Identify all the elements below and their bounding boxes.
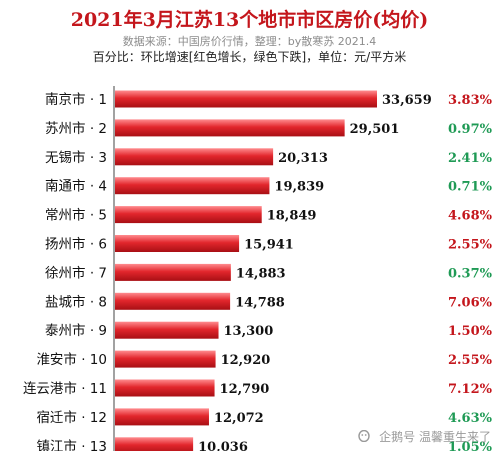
watermark: 企鹅号 温馨重生来了 [357,428,491,445]
value-label: 19,839 [274,180,324,195]
bar [115,235,240,252]
pct-label: 3.83% [448,93,493,108]
bar [115,206,262,224]
bar [115,90,377,108]
bar [115,321,219,339]
category-label: 宿迁市 · 12 [36,409,107,426]
value-label: 10,036 [198,440,248,451]
pct-label: 2.41% [448,151,493,166]
category-label: 常州市 · 5 [45,207,107,224]
value-label: 14,883 [236,266,286,281]
value-label: 12,790 [220,382,270,397]
pct-label: 7.06% [448,295,493,310]
pct-label: 1.50% [448,324,493,339]
pct-label: 2.55% [448,353,493,368]
category-label: 徐州市 · 7 [45,264,107,281]
category-label: 南京市 · 1 [45,91,107,108]
pct-label: 0.71% [448,180,493,195]
bar [115,379,215,397]
pct-label: 4.68% [448,209,493,224]
value-label: 12,072 [214,411,264,426]
pct-label: 7.12% [448,382,493,397]
chart-title: 2021年3月江苏13个地市市区房价(均价) [70,9,429,31]
bar [115,350,216,368]
pct-label: 4.63% [448,411,493,426]
category-label: 淮安市 · 10 [36,351,107,368]
pct-label: 1.05% [448,440,493,451]
chart-subtitle: 数据来源：中国房价行情，整理：by散寒苏 2021.4 [122,35,377,48]
category-label: 无锡市 · 3 [45,149,107,166]
category-label: 镇江市 · 13 [36,438,107,451]
pct-label: 0.97% [448,122,493,137]
bar [115,437,194,451]
penguin-logo-icon [358,430,371,442]
category-label: 盐城市 · 8 [45,293,107,310]
category-label: 扬州市 · 6 [45,236,107,253]
bar [115,119,345,137]
value-label: 18,849 [267,209,317,224]
value-label: 15,941 [244,238,294,253]
bar [115,292,231,310]
watermark-text: 企鹅号 温馨重生来了 [379,430,491,444]
bar [115,263,231,281]
category-label: 连云港市 · 11 [23,380,107,397]
chart-note: 百分比：环比增速[红色增长，绿色下跌]，单位：元/平方米 [92,50,407,64]
value-label: 12,920 [221,353,271,368]
bar [115,148,274,166]
pct-label: 0.37% [448,266,493,281]
value-label: 33,659 [382,93,432,108]
pct-label: 2.55% [448,238,493,253]
category-label: 泰州市 · 9 [45,322,107,339]
value-label: 13,300 [224,324,274,339]
category-label: 苏州市 · 2 [45,120,107,137]
value-label: 14,788 [235,295,285,310]
value-label: 20,313 [278,151,328,166]
value-label: 29,501 [350,122,400,137]
bar [115,408,209,426]
bar [115,177,270,195]
category-label: 南通市 · 4 [45,178,107,195]
